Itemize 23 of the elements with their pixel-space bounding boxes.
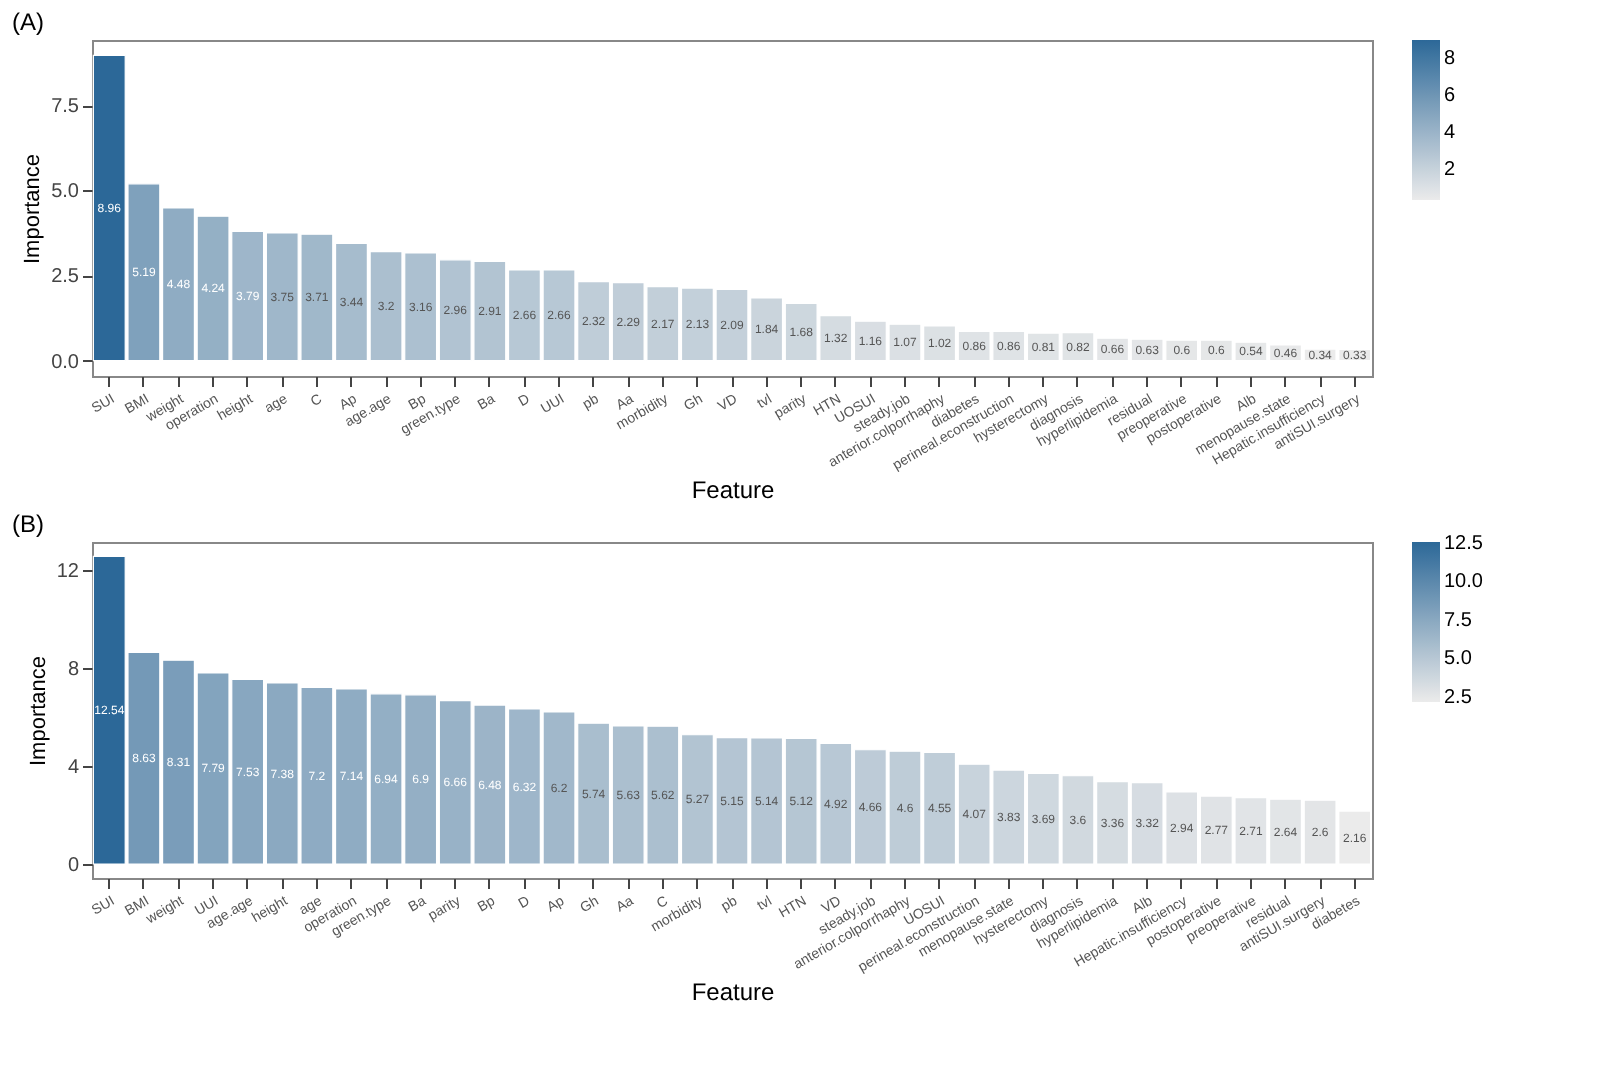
- color-bar-label: 4: [1444, 121, 1456, 144]
- y-axis-title: Importance: [21, 153, 46, 265]
- y-tick-label: 0.0: [51, 351, 80, 374]
- x-axis-title: Feature: [691, 475, 775, 504]
- color-bar-label: 5.0: [1444, 648, 1473, 671]
- color-bar-label: 2: [1444, 159, 1456, 182]
- color-bar-label: 12.5: [1444, 532, 1484, 555]
- chart-title: (A): [12, 8, 44, 36]
- color-bar-label: 8: [1444, 47, 1456, 70]
- y-tick-label: 5.0: [51, 181, 80, 204]
- y-tick-label: 8: [67, 658, 80, 681]
- x-axis-title: Feature: [691, 977, 775, 1006]
- y-tick-label: 7.5: [51, 96, 80, 119]
- chart-title: (B): [12, 510, 44, 538]
- y-tick-label: 2.5: [51, 266, 80, 289]
- color-bar-label: 10.0: [1444, 571, 1484, 594]
- y-tick-label: 4: [67, 756, 80, 779]
- y-tick-label: 0: [67, 855, 80, 878]
- color-bar-label: 6: [1444, 84, 1456, 107]
- y-axis-title: Importance: [26, 655, 51, 767]
- color-bar-label: 2.5: [1444, 686, 1473, 709]
- color-bar-label: 7.5: [1444, 609, 1473, 632]
- y-tick-label: 12: [56, 560, 80, 583]
